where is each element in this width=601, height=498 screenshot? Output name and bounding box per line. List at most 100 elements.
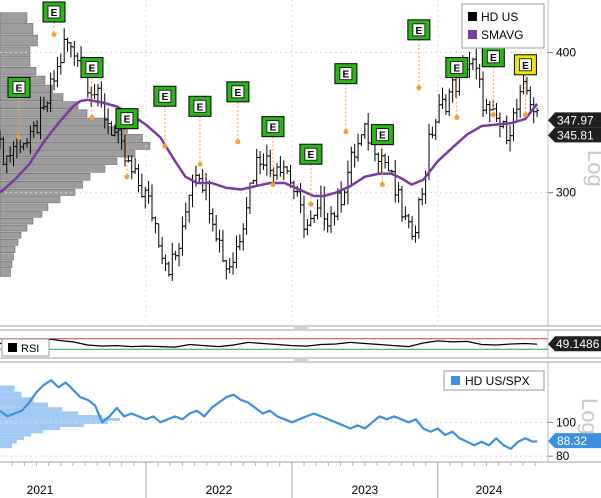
- volume-profile-bar: [0, 268, 11, 277]
- price-bars: [0, 28, 540, 281]
- earnings-dot: [124, 174, 130, 180]
- volume-profile-bar: [0, 101, 79, 110]
- panel-splitter-2[interactable]: [294, 358, 308, 361]
- earnings-marker-inner: [266, 120, 280, 134]
- smavg-series: [0, 98, 539, 198]
- relative-profile-bar: [0, 426, 60, 431]
- relative-profile-bar: [0, 385, 15, 392]
- earnings-marker-inner: [519, 58, 532, 72]
- relative-profile-bar: [0, 391, 22, 398]
- relative-profile-bar: [0, 414, 102, 418]
- volume-profile-bar: [0, 109, 88, 118]
- volume-profile-bar: [0, 57, 31, 67]
- legend-label-hd-us: HD US: [481, 10, 518, 24]
- earnings-marker-label: E: [89, 64, 96, 75]
- earnings-dot: [454, 115, 460, 121]
- legend-swatch-relative: [451, 376, 460, 385]
- legend-swatch-hd-us: [468, 12, 477, 21]
- earnings-dot: [16, 134, 22, 140]
- earnings-dot: [379, 182, 385, 188]
- earnings-marker-inner: [47, 5, 61, 19]
- earnings-marker-inner: [375, 128, 389, 142]
- relative-profile-bar: [0, 417, 120, 421]
- relative-line: [0, 379, 538, 450]
- earnings-marker-label: E: [490, 53, 497, 64]
- earnings-marker-label: E: [522, 61, 529, 72]
- rsi-last-value-label: 49.1486: [556, 337, 600, 351]
- relative-legend-box: [443, 370, 545, 391]
- volume-profile-bar: [0, 157, 118, 165]
- relative-profile-bar: [0, 430, 44, 434]
- price-grid: [0, 0, 548, 326]
- volume-profile-bar: [0, 46, 31, 58]
- earnings-marker-inner: [193, 99, 207, 113]
- earnings-marker-label: E: [235, 88, 242, 99]
- earnings-marker-inner: [158, 89, 172, 103]
- volume-profile-bar: [0, 23, 34, 35]
- price-legend-box: [461, 3, 545, 49]
- earnings-dot: [522, 112, 528, 118]
- earnings-marker-inner: [339, 67, 353, 81]
- volume-profile-bar: [0, 238, 19, 246]
- relative-profile-bar: [0, 440, 17, 444]
- earnings-marker-label: E: [453, 64, 460, 75]
- relative-panel: [0, 379, 548, 457]
- earnings-marker-label: E: [162, 92, 169, 103]
- volume-profile-bar: [0, 134, 143, 142]
- earnings-marker-inner: [450, 61, 464, 74]
- earnings-dot: [416, 85, 422, 91]
- earnings-marker-inner: [12, 81, 26, 94]
- relative-volume-profile: [0, 385, 120, 449]
- earnings-dot: [51, 32, 57, 38]
- earnings-dot: [270, 182, 276, 188]
- relative-legend[interactable]: HD US/SPX: [443, 370, 545, 391]
- volume-profile-bar: [0, 253, 14, 261]
- relative-profile-bar: [0, 423, 84, 427]
- price-tick-label: 400: [556, 45, 576, 59]
- volume-profile-bar: [0, 173, 91, 181]
- relative-last-value-label: 88.32: [557, 434, 587, 448]
- panel-splitter-1[interactable]: [294, 326, 308, 329]
- earnings-marker-label: E: [308, 150, 315, 161]
- earnings-marker-label: E: [16, 83, 23, 94]
- relative-profile-bar: [0, 411, 78, 415]
- legend-label-smavg: SMAVG: [481, 28, 523, 42]
- volume-profile-bar: [0, 142, 151, 150]
- relative-profile-bar: [0, 407, 63, 412]
- legend-label-relative: HD US/SPX: [465, 374, 530, 388]
- year-label: 2024: [476, 483, 503, 497]
- volume-profile-bar: [0, 165, 106, 173]
- volume-profile-bar: [0, 224, 28, 232]
- earnings-marker-label: E: [124, 115, 131, 126]
- volume-profile-bar: [0, 150, 136, 158]
- volume-profile-bar: [0, 211, 43, 218]
- relative-profile-bar: [0, 443, 12, 449]
- earnings-marker-label: E: [343, 70, 350, 81]
- relative-profile-bar: [0, 433, 32, 437]
- price-legend[interactable]: HD US SMAVG: [461, 3, 545, 49]
- volume-profile-bar: [0, 196, 61, 204]
- earnings-dot: [197, 161, 203, 167]
- rsi-panel: 49.1486: [0, 336, 601, 352]
- volume-profile-bar: [0, 203, 49, 211]
- smavg-last-value-label: 347.97: [557, 113, 594, 127]
- rsi-last-value-tag: [548, 336, 601, 352]
- volume-profile-bar: [0, 93, 64, 101]
- relative-tick-label: 100: [556, 415, 576, 429]
- relative-profile-bar: [0, 436, 24, 441]
- earnings-marker-inner: [304, 147, 318, 161]
- year-label: 2022: [206, 483, 233, 497]
- earnings-marker-label: E: [379, 131, 386, 142]
- earnings-dot: [235, 139, 241, 145]
- year-label: 2023: [352, 483, 379, 497]
- earnings-marker-label: E: [416, 26, 423, 37]
- rsi-line: [0, 338, 538, 348]
- volume-profile-bar: [0, 180, 83, 189]
- panel-frames: [0, 0, 601, 463]
- earnings-marker-label: E: [270, 123, 277, 134]
- earnings-dot: [308, 201, 314, 207]
- earnings-dot: [89, 115, 95, 121]
- rsi-legend[interactable]: RSI: [1, 338, 50, 357]
